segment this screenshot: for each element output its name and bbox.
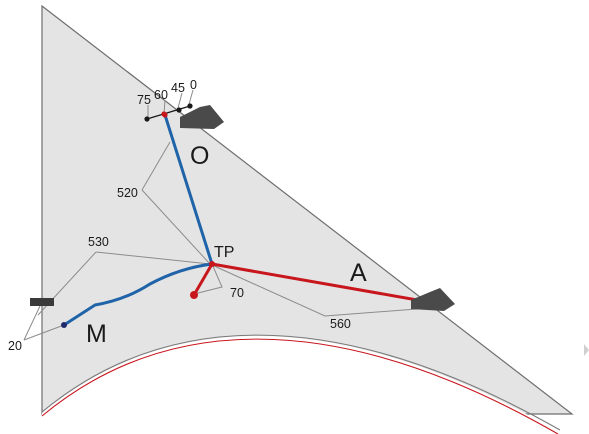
upper-scale-dot-0: [187, 103, 193, 109]
label-tp: TP: [214, 244, 234, 261]
marker-o: [180, 105, 224, 129]
marker-m: [30, 298, 54, 306]
upper-scale-dot-45: [176, 107, 182, 113]
arc-line-gray: [41, 334, 561, 431]
upper-scale-dot-75: [144, 116, 150, 122]
label-45: 45: [171, 81, 185, 95]
label-560: 560: [330, 317, 351, 331]
label-20: 20: [8, 339, 22, 353]
blue-path-tp-o: [163, 114, 214, 265]
label-70: 70: [230, 286, 244, 300]
upper-scale-line: [146, 105, 191, 120]
label-a: A: [350, 259, 367, 287]
node-m: [61, 322, 67, 328]
leader-45: [177, 92, 183, 109]
leader-520: [141, 141, 171, 191]
leader-20a: [23, 305, 41, 341]
label-o: O: [190, 142, 209, 170]
arc-white-band: [42, 335, 572, 434]
leader-70: [193, 263, 223, 295]
label-520: 520: [117, 186, 138, 200]
leader-530b: [95, 251, 211, 265]
edge-marker-icon: [584, 344, 589, 356]
leader-560: [211, 264, 431, 317]
label-75: 75: [137, 93, 151, 107]
label-m: M: [86, 320, 107, 348]
arc-line-red: [41, 338, 559, 434]
leader-20b: [23, 324, 65, 341]
red-path-tp-a: [211, 262, 441, 306]
label-0: 0: [190, 78, 197, 92]
node-tp: [209, 261, 215, 267]
red-path-tp-70: [192, 263, 214, 296]
label-60: 60: [154, 88, 168, 102]
label-530: 530: [88, 235, 109, 249]
node-70: [190, 291, 198, 299]
leader-520b: [141, 189, 211, 265]
node-o: [162, 112, 168, 118]
blue-path-m-tp: [63, 262, 213, 327]
marker-a: [411, 288, 455, 311]
